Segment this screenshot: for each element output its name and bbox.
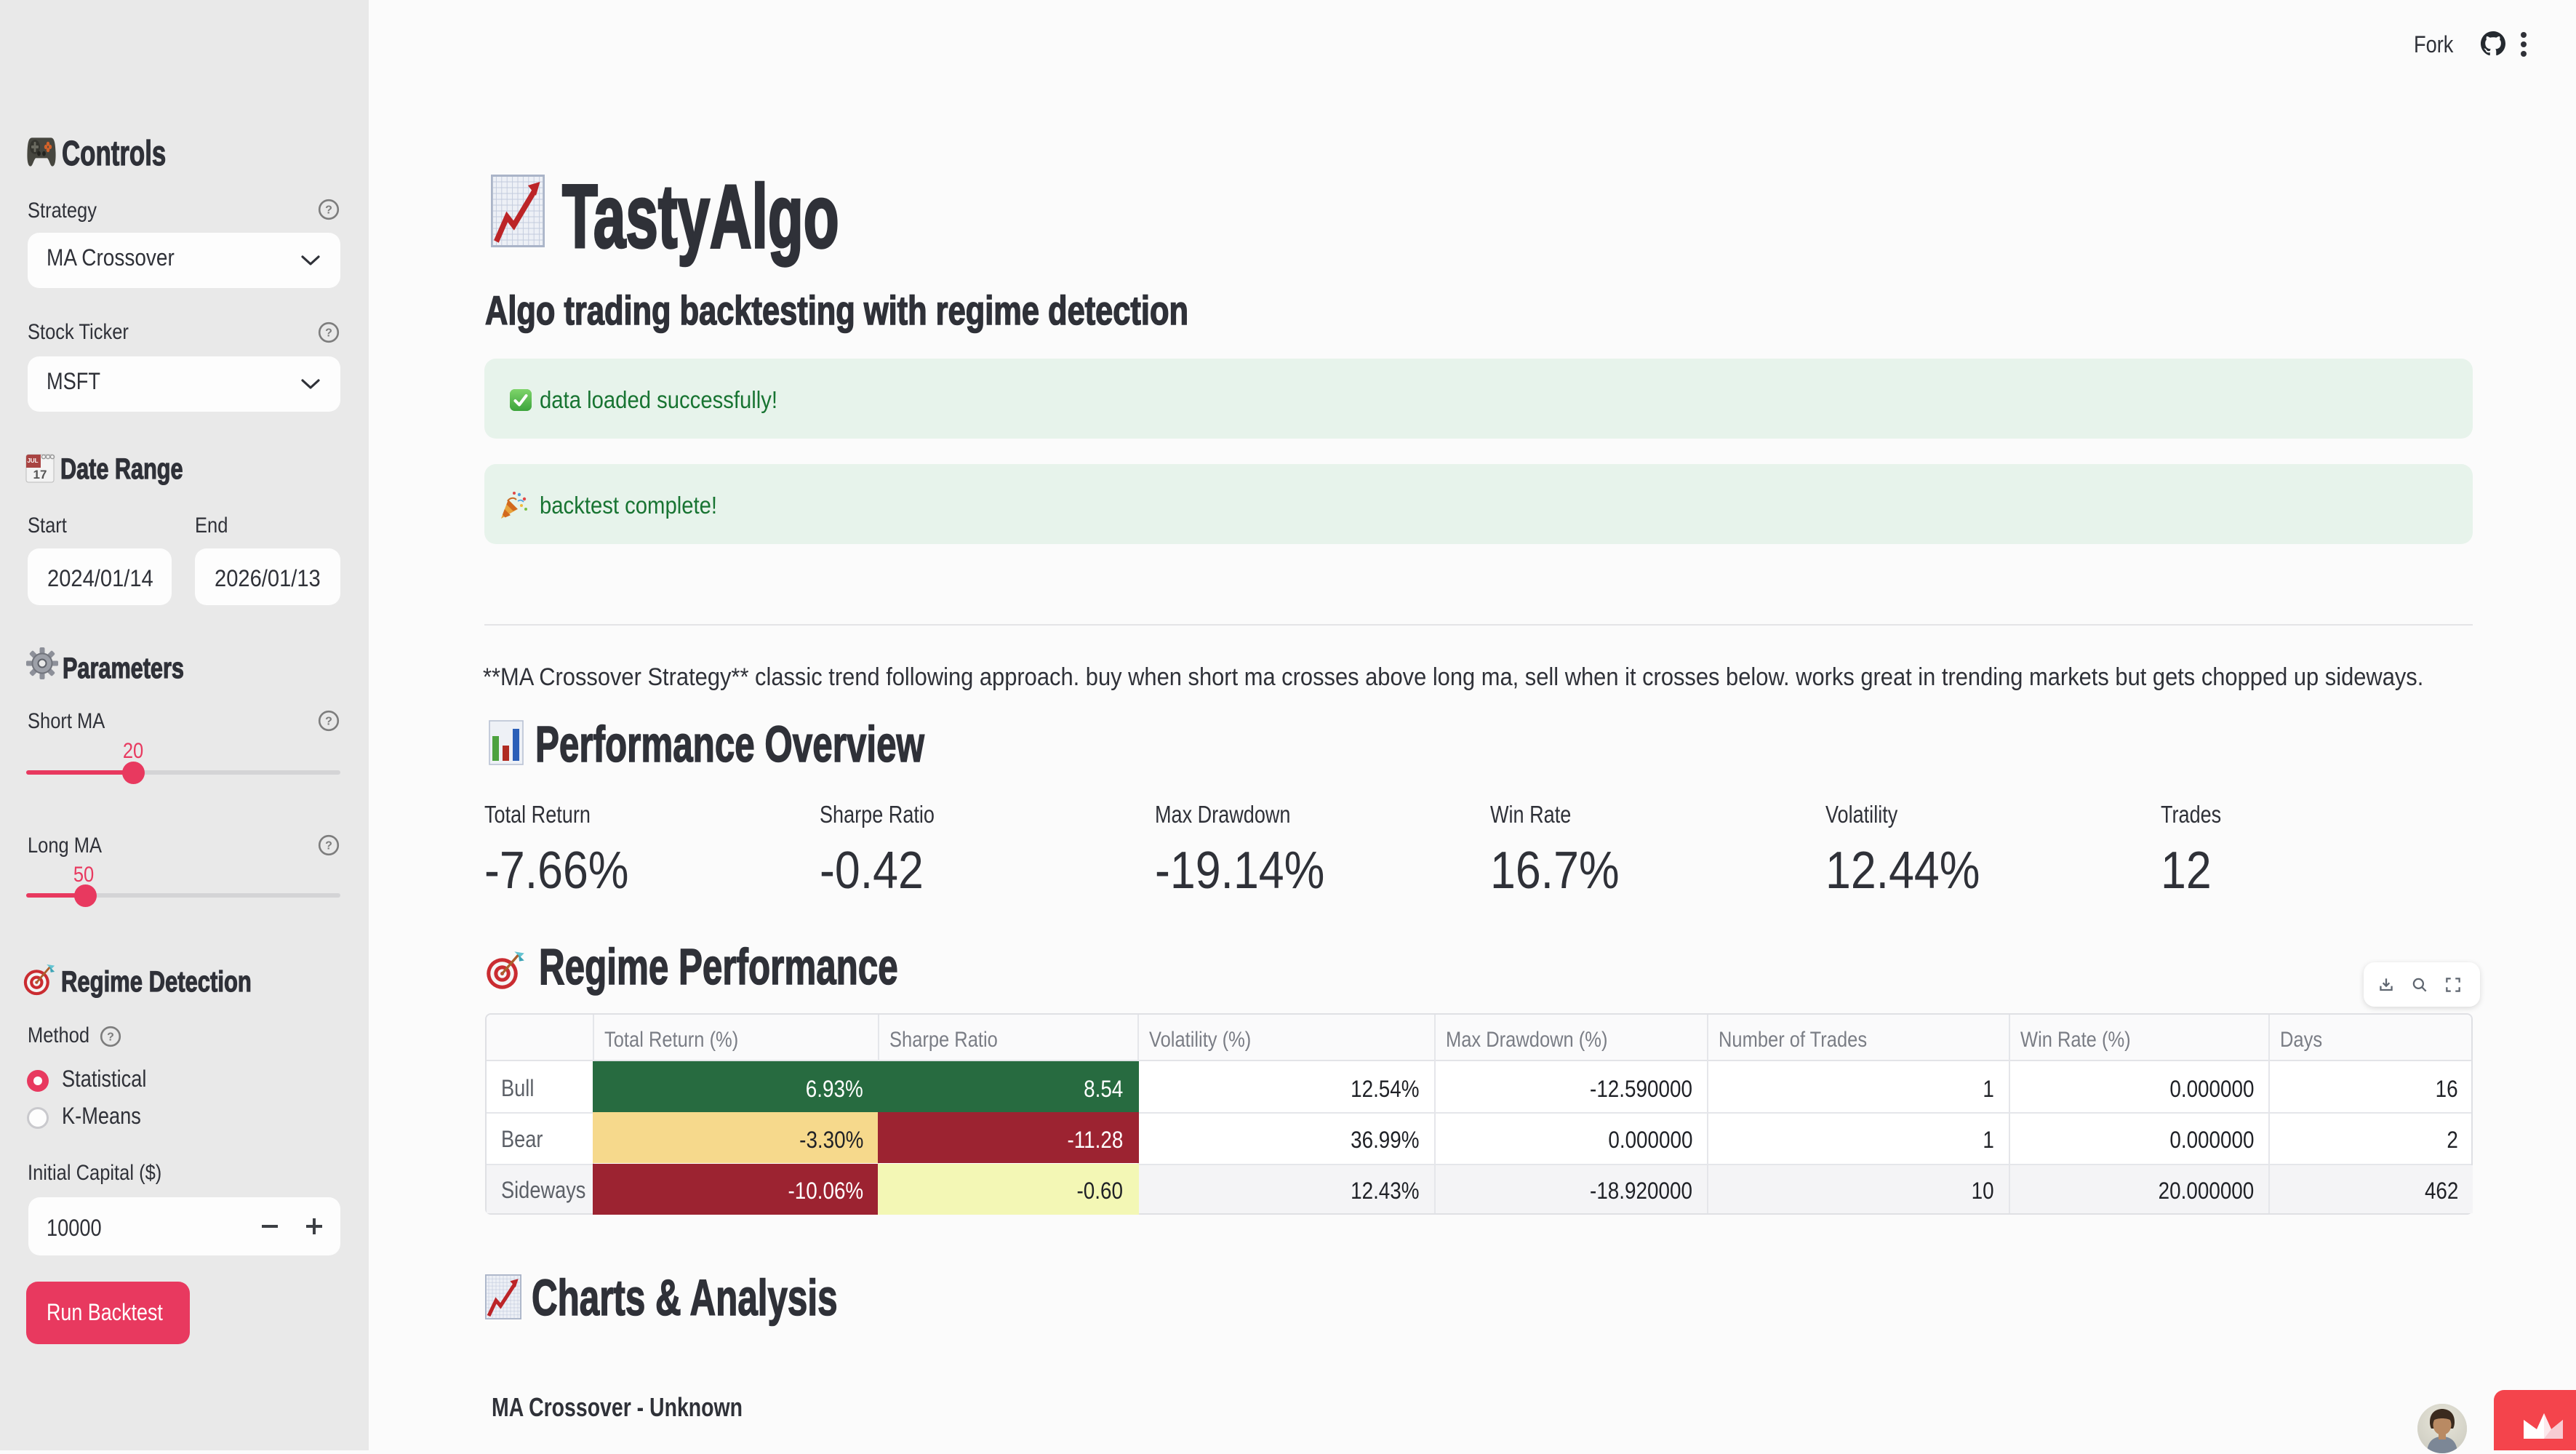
svg-text:?: ? [325,716,332,728]
svg-text:17: 17 [33,468,47,482]
svg-text:?: ? [325,840,332,852]
svg-text:JUL: JUL [27,458,38,464]
svg-text:?: ? [325,204,332,217]
svg-text:?: ? [107,1031,114,1044]
svg-text:?: ? [325,327,332,340]
